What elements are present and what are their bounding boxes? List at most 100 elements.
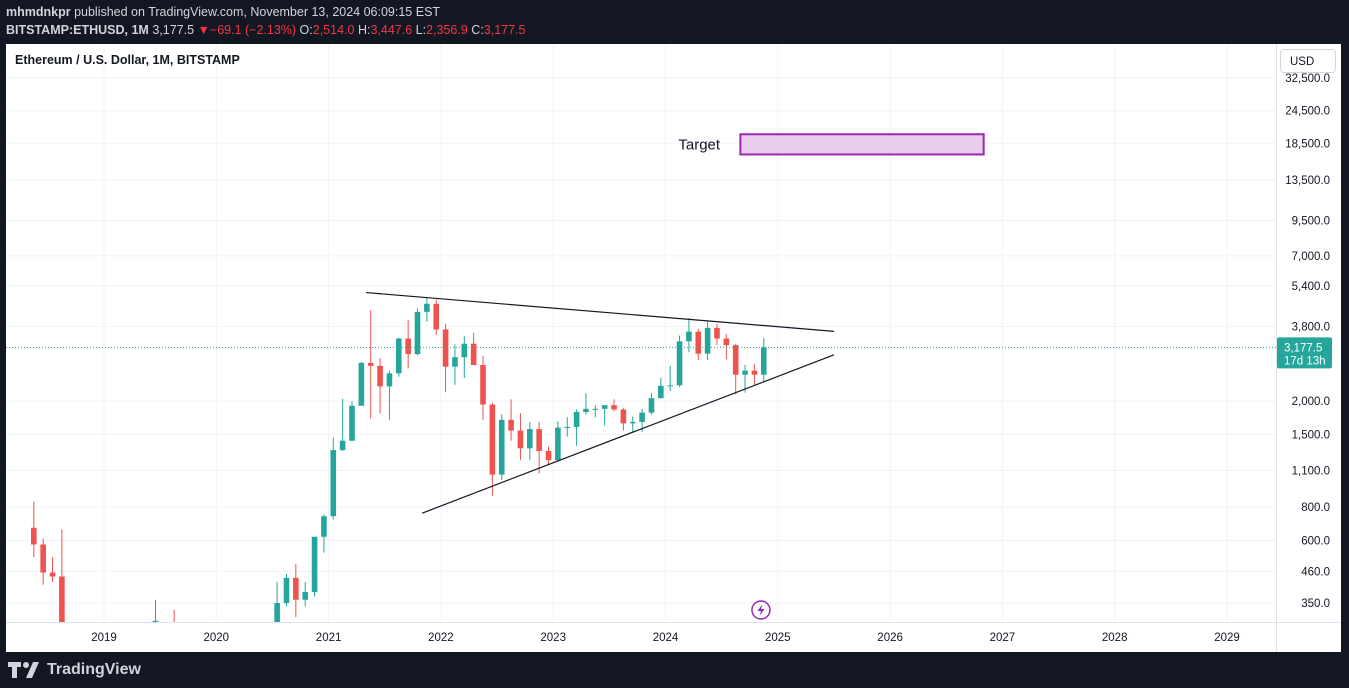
candle xyxy=(330,437,337,520)
footer: TradingView xyxy=(0,652,1349,688)
candle xyxy=(377,357,383,414)
x-tick-label: 2027 xyxy=(990,632,1016,644)
target-zone xyxy=(739,133,985,156)
candle xyxy=(395,337,402,377)
candle xyxy=(498,414,505,481)
candle-body xyxy=(742,370,748,375)
candle xyxy=(667,365,673,392)
candle-body xyxy=(405,338,411,355)
candle xyxy=(367,310,374,419)
candle xyxy=(573,409,580,446)
x-tick-label: 2023 xyxy=(540,632,566,644)
candle-body xyxy=(452,357,458,367)
y-tick-label: 1,100.0 xyxy=(1292,465,1330,477)
candle xyxy=(555,421,561,462)
candle xyxy=(311,536,318,597)
candle xyxy=(433,299,440,335)
candle xyxy=(592,405,599,418)
candle-body xyxy=(470,343,477,365)
y-tick-label: 3,800.0 xyxy=(1292,322,1330,334)
candle-body xyxy=(536,429,542,451)
candle-body xyxy=(658,385,664,399)
candle-body xyxy=(480,364,486,405)
candle-body xyxy=(555,427,561,461)
candle xyxy=(173,609,175,622)
tradingview-logo[interactable]: TradingView xyxy=(8,659,141,681)
open-label: O: xyxy=(299,23,313,37)
x-tick-label: 2025 xyxy=(765,632,791,644)
y-tick-label: 32,500.0 xyxy=(1285,73,1330,85)
plot-area xyxy=(6,133,1276,622)
y-tick-label: 13,500.0 xyxy=(1285,175,1330,187)
candle xyxy=(424,297,430,322)
candle xyxy=(470,332,477,365)
candle xyxy=(414,308,421,356)
author-name[interactable]: mhmdnkpr xyxy=(6,5,71,19)
symbol-label: BITSTAMP:ETHUSD, 1M xyxy=(6,23,149,37)
candle-body xyxy=(395,338,402,374)
candle-body xyxy=(414,311,421,355)
trendline-support xyxy=(421,354,835,514)
x-tick-label: 2028 xyxy=(1102,632,1128,644)
candle-body xyxy=(311,536,318,592)
y-tick-label: 800.0 xyxy=(1301,502,1330,514)
candle xyxy=(732,343,739,395)
candle xyxy=(527,421,533,461)
y-tick-label: 18,500.0 xyxy=(1285,138,1330,150)
candle-body xyxy=(751,370,758,375)
candle-body xyxy=(695,331,702,354)
chart-panel[interactable]: Target 32,500.0 24,500.0 18,500.0 13,500.0 9,… xyxy=(6,44,1341,652)
candle xyxy=(545,446,552,465)
candle xyxy=(508,399,514,441)
candle xyxy=(686,318,692,353)
price-chart[interactable]: Target 32,500.0 24,500.0 18,500.0 13,500.0 9,… xyxy=(6,44,1341,652)
candle xyxy=(629,416,636,433)
candle-body xyxy=(433,303,440,330)
candle xyxy=(536,421,542,474)
candle-body xyxy=(639,412,645,422)
y-tick-label: 5,400.0 xyxy=(1292,281,1330,293)
trendline-resistance xyxy=(365,291,834,332)
candle-body xyxy=(583,408,589,412)
close-value: 3,177.5 xyxy=(483,23,526,37)
x-tick-label: 2019 xyxy=(91,632,117,644)
candle xyxy=(283,573,290,607)
candle-body xyxy=(723,338,730,346)
candle-body xyxy=(704,327,711,354)
candle-body xyxy=(377,365,383,387)
candle xyxy=(386,370,393,420)
candle-body xyxy=(489,404,496,475)
candle-body xyxy=(49,572,56,577)
candle-body xyxy=(573,411,580,427)
candle-body xyxy=(31,527,37,545)
x-tick-label: 2029 xyxy=(1214,632,1240,644)
y-tick-label: 350.0 xyxy=(1301,598,1330,610)
candle xyxy=(620,408,627,431)
candle xyxy=(714,323,720,346)
candle-body xyxy=(545,450,552,461)
candle-body xyxy=(517,430,524,449)
candle-body xyxy=(152,620,159,622)
high-value: 3,447.6 xyxy=(370,23,413,37)
publish-date: published on TradingView.com, November 1… xyxy=(70,5,441,19)
candle xyxy=(742,364,748,393)
bar-countdown: 17d 13h xyxy=(1284,355,1326,367)
candle-body xyxy=(601,405,608,409)
candle xyxy=(583,393,589,415)
y-tick-label: 1,500.0 xyxy=(1292,429,1330,441)
candle xyxy=(760,337,767,383)
candle xyxy=(489,402,496,497)
candle xyxy=(405,319,411,369)
candle-body xyxy=(686,331,692,342)
candle-body xyxy=(676,341,683,386)
candle xyxy=(751,364,758,385)
candle xyxy=(293,564,299,618)
down-arrow-icon: ▼ xyxy=(197,23,210,37)
currency-button[interactable]: USD xyxy=(1280,49,1336,73)
candle xyxy=(676,335,683,387)
x-tick-label: 2020 xyxy=(204,632,230,644)
candle xyxy=(704,321,711,361)
candle xyxy=(49,557,56,582)
candle xyxy=(648,393,655,415)
candle xyxy=(59,529,65,622)
